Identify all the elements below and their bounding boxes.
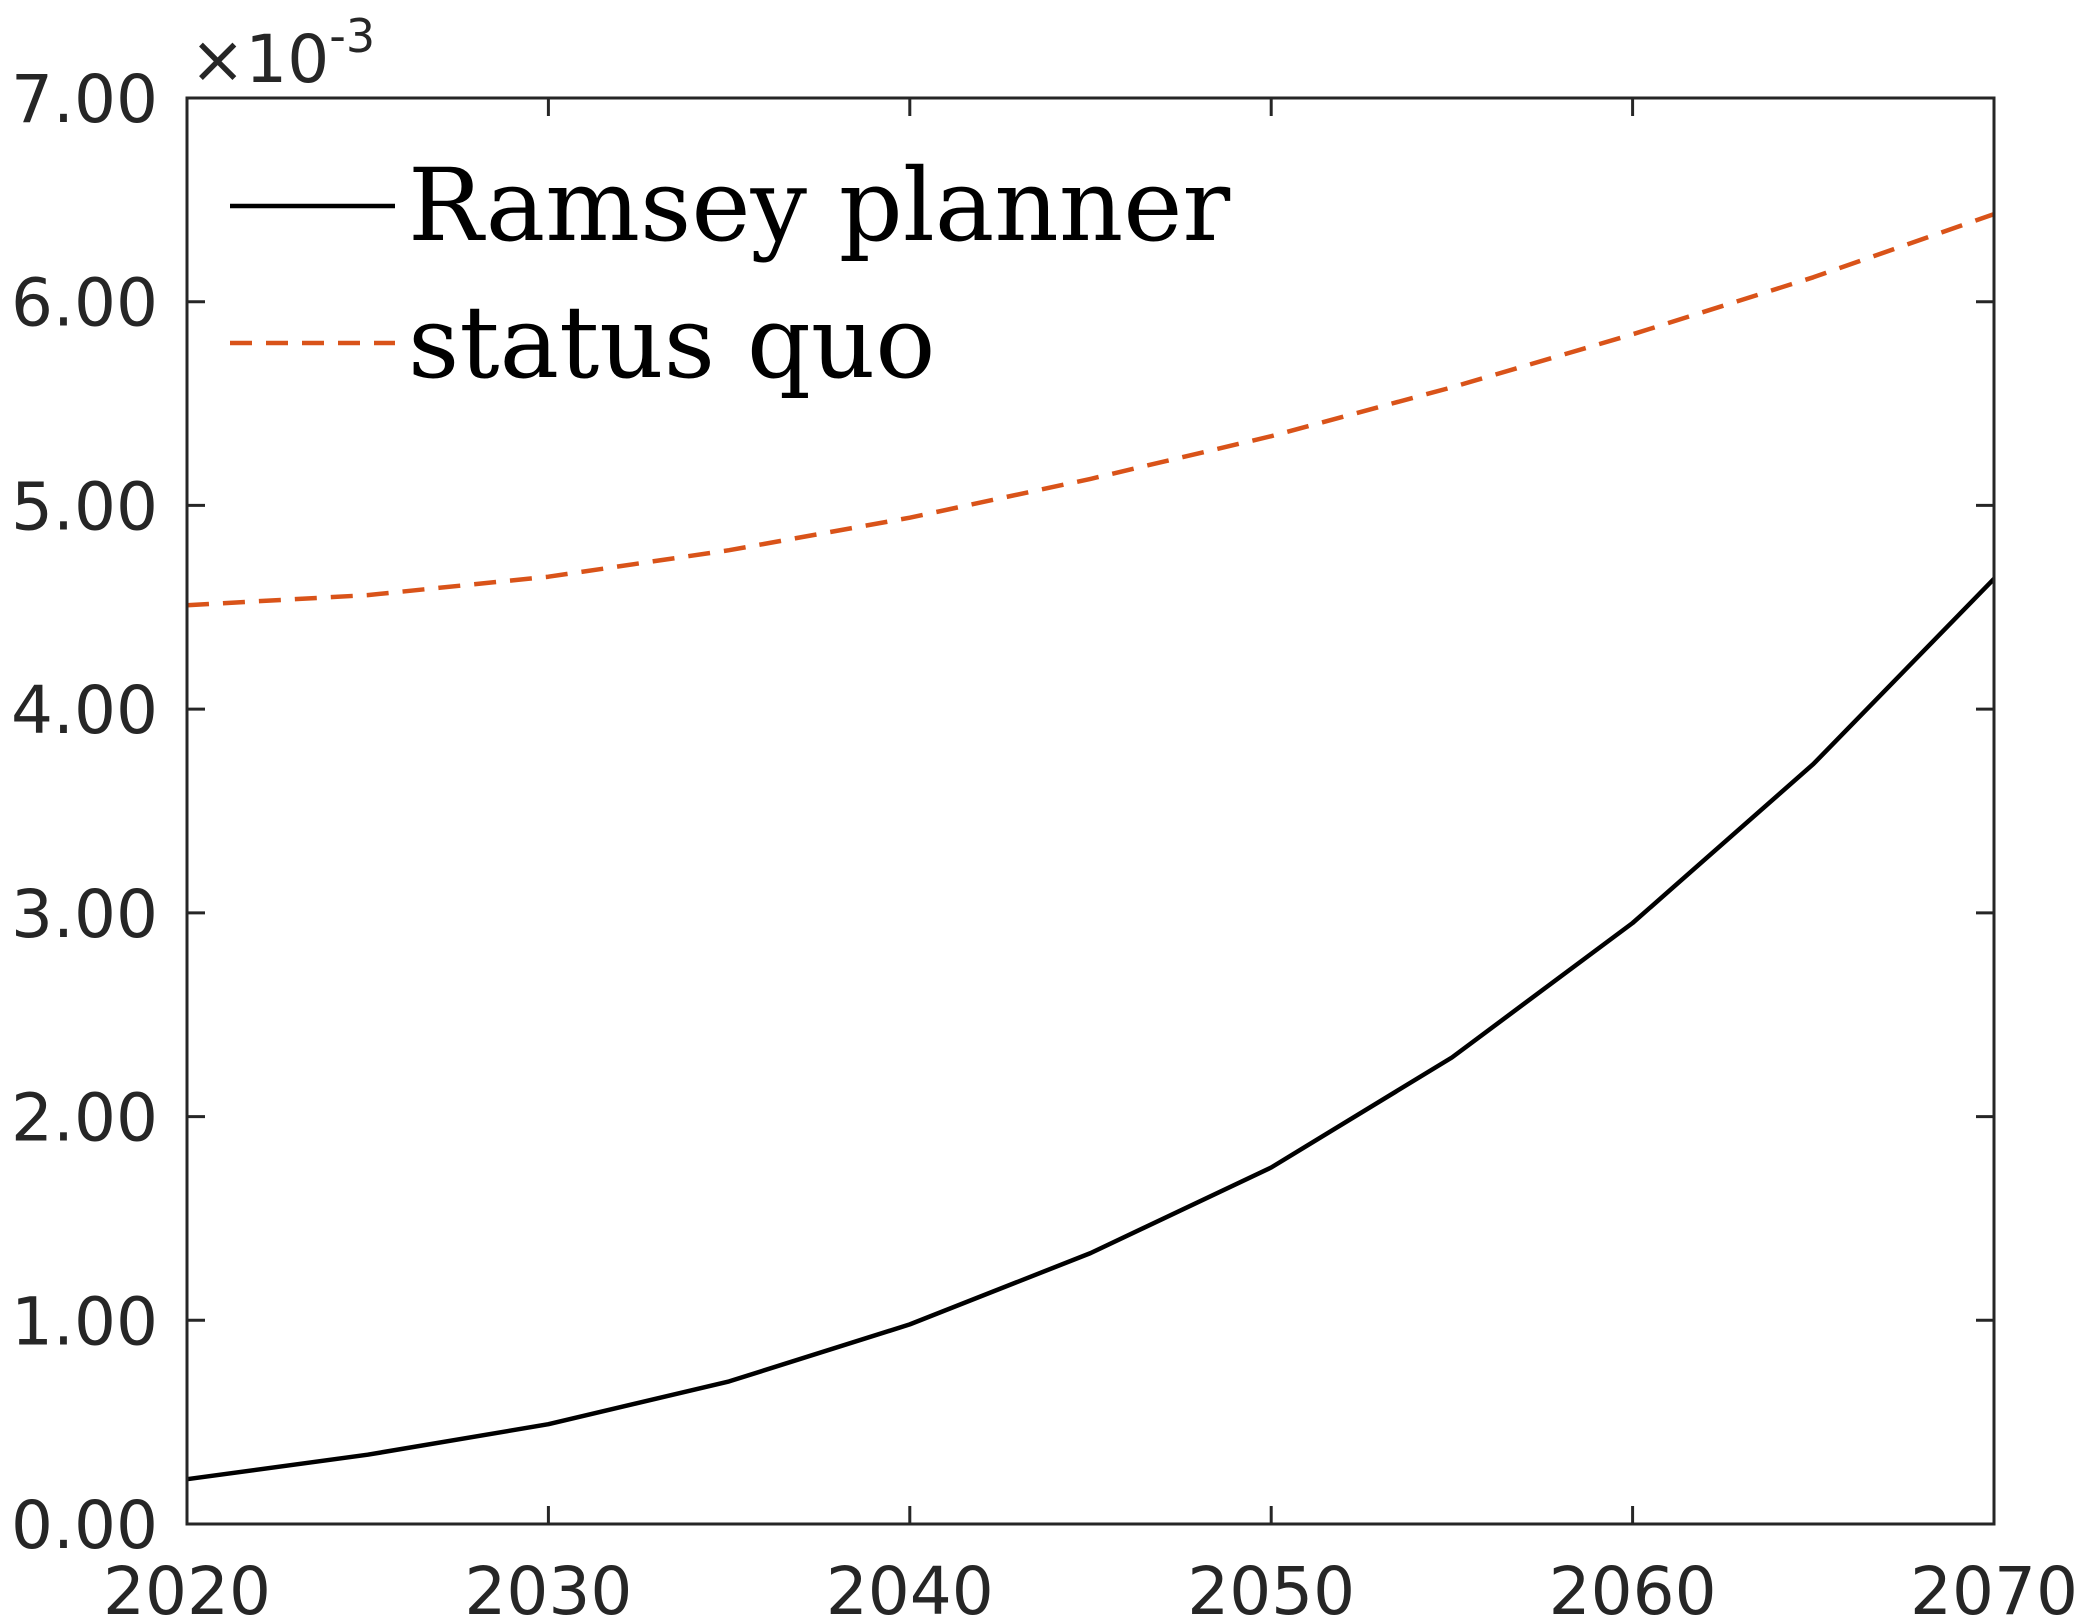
y-tick-label: 7.00	[11, 61, 158, 138]
plot-area	[187, 98, 1994, 1524]
legend-label: status quo	[408, 284, 935, 401]
x-tick-label: 2020	[103, 1553, 271, 1622]
legend-label: Ramsey planner	[408, 147, 1230, 264]
x-tick-labels: 2020 2030 2040 2050 2060 2070	[103, 1553, 2078, 1622]
x-tick-label: 2030	[464, 1553, 632, 1622]
x-tick-label: 2050	[1187, 1553, 1355, 1622]
legend: Ramsey planner status quo	[230, 147, 1230, 401]
series-line-ramsey-planner	[186, 577, 1996, 1482]
y-multiplier-label: ×10-3	[190, 9, 375, 98]
y-tick-label: 1.00	[11, 1283, 158, 1360]
y-tick-label: 2.00	[11, 1080, 158, 1157]
y-tick-labels: 0.00 1.00 2.00 3.00 4.00 5.00 6.00 7.00	[11, 61, 158, 1564]
series-line-status-quo	[186, 211, 1995, 608]
x-tick-label: 2040	[826, 1553, 994, 1622]
y-tick-label: 5.00	[11, 468, 158, 545]
x-tick-label: 2070	[1910, 1553, 2078, 1622]
y-tick-label: 3.00	[11, 876, 158, 953]
x-tick-label: 2060	[1549, 1553, 1717, 1622]
y-tick-label: 4.00	[11, 672, 158, 749]
y-tick-label: 6.00	[11, 265, 158, 342]
axes-box	[185, 96, 1996, 1526]
series-layer	[186, 211, 1996, 1482]
y-tick-label: 0.00	[11, 1487, 158, 1564]
